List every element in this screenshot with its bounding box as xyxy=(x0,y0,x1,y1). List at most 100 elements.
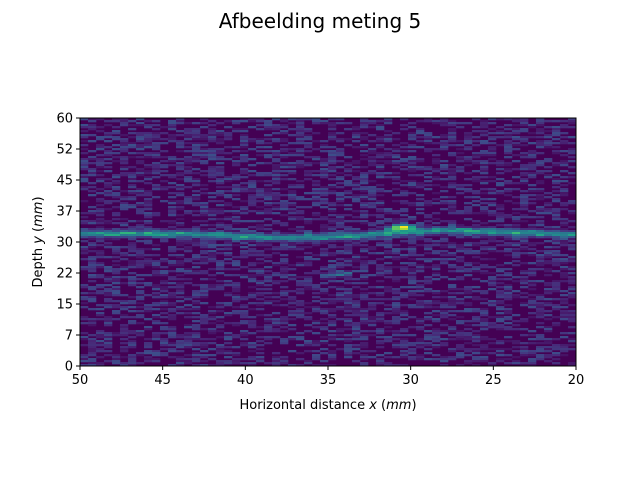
heatmap-cell xyxy=(544,326,553,329)
heatmap-cell xyxy=(224,236,233,239)
heatmap-cell xyxy=(376,302,385,305)
heatmap-cell xyxy=(344,270,353,273)
heatmap-cell xyxy=(184,146,193,149)
heatmap-cell xyxy=(408,228,417,231)
heatmap-cell xyxy=(232,162,241,165)
heatmap-cell xyxy=(504,228,513,231)
heatmap-cell xyxy=(304,288,313,291)
heatmap-cell xyxy=(80,166,89,169)
heatmap-cell xyxy=(432,162,441,165)
heatmap-cell xyxy=(192,236,201,239)
heatmap-cell xyxy=(208,208,217,211)
heatmap-cell xyxy=(560,262,569,265)
heatmap-cell xyxy=(320,226,329,229)
heatmap-cell xyxy=(328,132,337,135)
heatmap-cell xyxy=(88,250,97,253)
heatmap-cell xyxy=(96,148,105,151)
heatmap-cell xyxy=(328,234,337,237)
heatmap-cell xyxy=(96,362,105,365)
heatmap-cell xyxy=(256,360,265,363)
heatmap-cell xyxy=(288,318,297,321)
heatmap-cell xyxy=(464,262,473,265)
heatmap-cell xyxy=(544,298,553,301)
heatmap-cell xyxy=(264,330,273,333)
heatmap-cell xyxy=(552,316,561,319)
heatmap-cell xyxy=(288,202,297,205)
heatmap-cell xyxy=(224,176,233,179)
heatmap-cell xyxy=(152,332,161,335)
heatmap-cell xyxy=(208,316,217,319)
heatmap-cell xyxy=(496,316,505,319)
heatmap-cell xyxy=(128,192,137,195)
heatmap-cell xyxy=(552,146,561,149)
heatmap-cell xyxy=(400,354,409,357)
heatmap-cell xyxy=(536,350,545,353)
heatmap-cell xyxy=(216,230,225,233)
heatmap-cell xyxy=(384,288,393,291)
heatmap-cell xyxy=(224,234,233,237)
heatmap-cell xyxy=(464,242,473,245)
heatmap-cell xyxy=(520,278,529,281)
heatmap-cell xyxy=(256,174,265,177)
heatmap-cell xyxy=(480,182,489,185)
heatmap-cell xyxy=(288,336,297,339)
heatmap-cell xyxy=(208,250,217,253)
heatmap-cell xyxy=(88,360,97,363)
heatmap-cell xyxy=(560,234,569,237)
heatmap-cell xyxy=(496,328,505,331)
heatmap-cell xyxy=(288,306,297,309)
heatmap-cell xyxy=(288,290,297,293)
heatmap-cell xyxy=(472,228,481,231)
heatmap-cell xyxy=(392,176,401,179)
heatmap-cell xyxy=(112,300,121,303)
heatmap-cell xyxy=(392,316,401,319)
heatmap-cell xyxy=(320,238,329,241)
heatmap-cell xyxy=(568,256,577,259)
heatmap-cell xyxy=(352,336,361,339)
heatmap-cell xyxy=(352,136,361,139)
heatmap-cell xyxy=(136,302,145,305)
heatmap-cell xyxy=(384,152,393,155)
heatmap-cell xyxy=(312,180,321,183)
heatmap-cell xyxy=(560,140,569,143)
heatmap-cell xyxy=(432,266,441,269)
heatmap-cell xyxy=(120,166,129,169)
heatmap-cell xyxy=(80,124,89,127)
heatmap-cell xyxy=(88,286,97,289)
heatmap-cell xyxy=(128,264,137,267)
heatmap-cell xyxy=(80,356,89,359)
heatmap-cell xyxy=(376,266,385,269)
heatmap-cell xyxy=(168,228,177,231)
heatmap-cell xyxy=(184,346,193,349)
heatmap-cell xyxy=(224,180,233,183)
heatmap-cell xyxy=(344,314,353,317)
heatmap-cell xyxy=(160,344,169,347)
heatmap-cell xyxy=(368,252,377,255)
heatmap-cell xyxy=(504,274,513,277)
heatmap-cell xyxy=(408,306,417,309)
heatmap-cell xyxy=(536,298,545,301)
heatmap-cell xyxy=(552,260,561,263)
heatmap-cell xyxy=(416,268,425,271)
heatmap-cell xyxy=(320,140,329,143)
heatmap-cell xyxy=(560,298,569,301)
heatmap-cell xyxy=(400,228,409,231)
heatmap-cell xyxy=(120,342,129,345)
heatmap-cell xyxy=(280,234,289,237)
heatmap-cell xyxy=(240,156,249,159)
heatmap-cell xyxy=(536,222,545,225)
heatmap-cell xyxy=(264,342,273,345)
heatmap-cell xyxy=(432,170,441,173)
heatmap-cell xyxy=(376,314,385,317)
heatmap-cell xyxy=(184,138,193,141)
heatmap-cell xyxy=(240,344,249,347)
heatmap-cell xyxy=(160,274,169,277)
heatmap-cell xyxy=(488,338,497,341)
heatmap-cell xyxy=(368,222,377,225)
heatmap-cell xyxy=(200,232,209,235)
heatmap-cell xyxy=(472,224,481,227)
heatmap-cell xyxy=(112,218,121,221)
heatmap-cell xyxy=(560,300,569,303)
heatmap-cell xyxy=(344,220,353,223)
heatmap-cell xyxy=(96,340,105,343)
